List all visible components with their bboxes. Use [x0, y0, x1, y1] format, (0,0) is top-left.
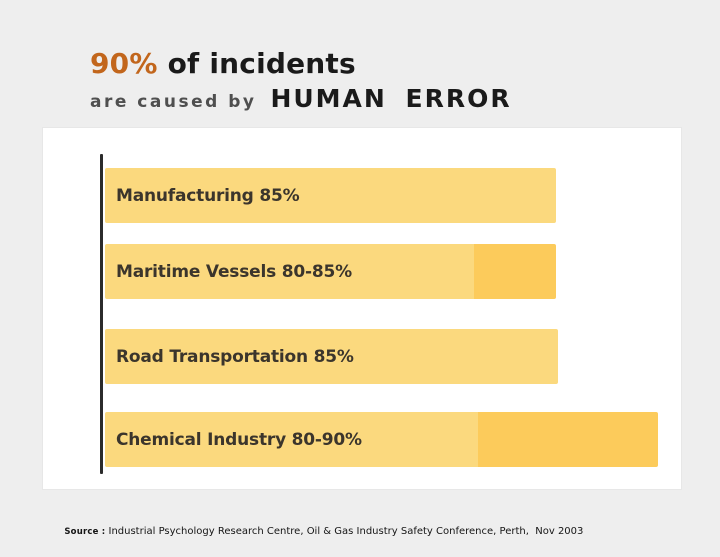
bar-row: Chemical Industry 80-90%	[105, 412, 658, 467]
bar-segment-base	[105, 329, 558, 384]
bar-label: Chemical Industry 80-90%	[116, 429, 362, 450]
bar-segment-upper-range	[474, 244, 556, 299]
bar-segment-base	[105, 244, 474, 299]
bar-segment-base	[105, 168, 556, 223]
page-subtitle: are caused by HUMAN ERROR	[90, 84, 512, 113]
presentation-slide: 90% of incidents are caused by HUMAN ERR…	[42, 47, 682, 537]
subtitle-prefix: are caused by	[90, 92, 257, 112]
page-title: 90% of incidents	[90, 47, 356, 80]
bar-chart-panel: Manufacturing 85% Maritime Vessels 80-85%…	[42, 127, 682, 490]
title-highlight-percentage: 90%	[90, 47, 158, 80]
title-rest: of incidents	[157, 47, 356, 80]
source-label: Source :	[64, 527, 106, 537]
bar-label: Road Transportation 85%	[116, 346, 354, 367]
bar-segment-base	[105, 412, 478, 467]
bar-row: Manufacturing 85%	[105, 168, 556, 223]
bar-row: Maritime Vessels 80-85%	[105, 244, 556, 299]
bar-label: Manufacturing 85%	[116, 185, 300, 206]
source-text: Industrial Psychology Research Centre, O…	[105, 526, 584, 537]
y-axis-line	[100, 154, 103, 474]
bar-segment-upper-range	[478, 412, 658, 467]
bar-row: Road Transportation 85%	[105, 329, 558, 384]
bar-label: Maritime Vessels 80-85%	[116, 261, 352, 282]
source-citation: Source : Industrial Psychology Research …	[44, 500, 583, 557]
subtitle-emphasis: HUMAN ERROR	[270, 84, 512, 113]
